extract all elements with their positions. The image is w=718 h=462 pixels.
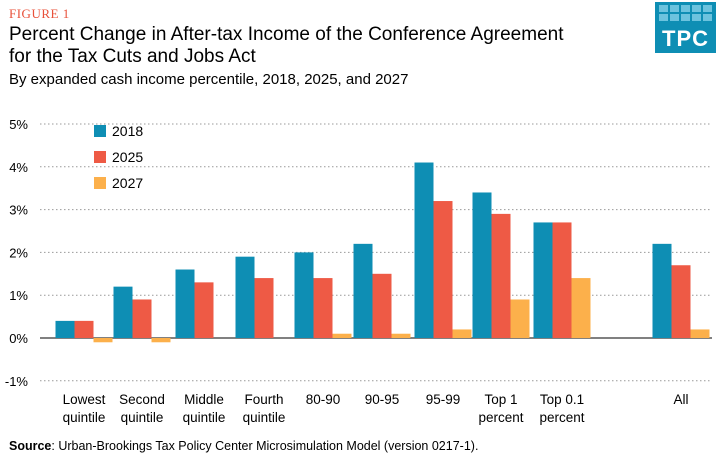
x-tick-label-5-0: 90-95 <box>365 392 400 407</box>
bar-2018-7 <box>472 192 492 338</box>
x-tick-label-1-1: quintile <box>121 410 164 425</box>
y-tick-label-6: 5% <box>9 117 28 132</box>
x-tick-label-3-0: Fourth <box>244 392 283 407</box>
bar-2025-3 <box>254 278 274 338</box>
legend-swatch-2025 <box>94 151 106 163</box>
source-text: : Urban-Brookings Tax Policy Center Micr… <box>51 439 479 453</box>
legend-label-2027: 2027 <box>112 175 143 191</box>
x-tick-label-8-0: Top 0.1 <box>540 392 584 407</box>
tpc-logo: TPC <box>655 2 716 53</box>
x-tick-label-2-1: quintile <box>183 410 226 425</box>
bar-2018-1 <box>113 286 133 338</box>
x-tick-label-3-1: quintile <box>243 410 286 425</box>
y-tick-label-1: 0% <box>9 331 28 346</box>
bar-2027-1 <box>151 338 171 343</box>
chart-title: Percent Change in After-tax Income of th… <box>9 24 564 67</box>
bar-2018-3 <box>235 256 255 338</box>
x-tick-label-7-0: Top 1 <box>484 392 517 407</box>
bar-2018-2 <box>175 269 195 338</box>
bar-2027-0 <box>93 338 113 343</box>
bar-2018-6 <box>414 162 434 338</box>
bar-2025-6 <box>433 201 453 338</box>
bar-2025-0 <box>74 320 94 338</box>
bar-2018-9 <box>652 243 672 338</box>
bar-2027-9 <box>690 329 710 338</box>
logo-text: TPC <box>662 26 709 51</box>
bar-2025-4 <box>313 278 333 338</box>
bar-2025-1 <box>132 299 152 338</box>
x-tick-label-7-1: percent <box>478 410 523 425</box>
y-tick-label-4: 3% <box>9 203 28 218</box>
bar-2027-7 <box>510 299 530 338</box>
x-tick-label-1-0: Second <box>119 392 165 407</box>
legend-label-2025: 2025 <box>112 149 143 165</box>
bar-2027-6 <box>452 329 472 338</box>
source-label: Source <box>9 439 52 453</box>
bar-2025-9 <box>671 265 691 338</box>
bar-2025-8 <box>552 222 572 338</box>
x-tick-label-0-1: quintile <box>63 410 106 425</box>
legend-swatch-2027 <box>94 177 106 189</box>
x-tick-label-2-0: Middle <box>184 392 224 407</box>
bar-2018-4 <box>294 252 314 338</box>
y-tick-label-5: 4% <box>9 160 28 175</box>
x-tick-label-0-0: Lowest <box>63 392 106 407</box>
x-tick-label-4-0: 80-90 <box>306 392 341 407</box>
bar-2025-5 <box>372 273 392 338</box>
bar-2027-8 <box>571 278 591 338</box>
x-tick-label-9-0: All <box>673 392 688 407</box>
chart-subtitle: By expanded cash income percentile, 2018… <box>9 71 409 88</box>
legend-label-2018: 2018 <box>112 123 143 139</box>
bar-2018-5 <box>353 243 373 338</box>
bar-2025-2 <box>194 282 214 338</box>
bar-2027-4 <box>332 333 352 338</box>
y-tick-label-2: 1% <box>9 288 28 303</box>
y-tick-label-0: -1% <box>5 374 29 389</box>
bar-2027-5 <box>391 333 411 338</box>
legend-swatch-2018 <box>94 125 106 137</box>
source-note: Source: Urban-Brookings Tax Policy Cente… <box>9 439 478 453</box>
bar-2018-0 <box>55 320 75 338</box>
y-tick-label-3: 2% <box>9 245 28 260</box>
bar-2025-7 <box>491 213 511 338</box>
x-tick-label-6-0: 95-99 <box>426 392 461 407</box>
figure-label: FIGURE 1 <box>9 6 70 21</box>
bar-2018-8 <box>533 222 553 338</box>
x-tick-label-8-1: percent <box>539 410 584 425</box>
